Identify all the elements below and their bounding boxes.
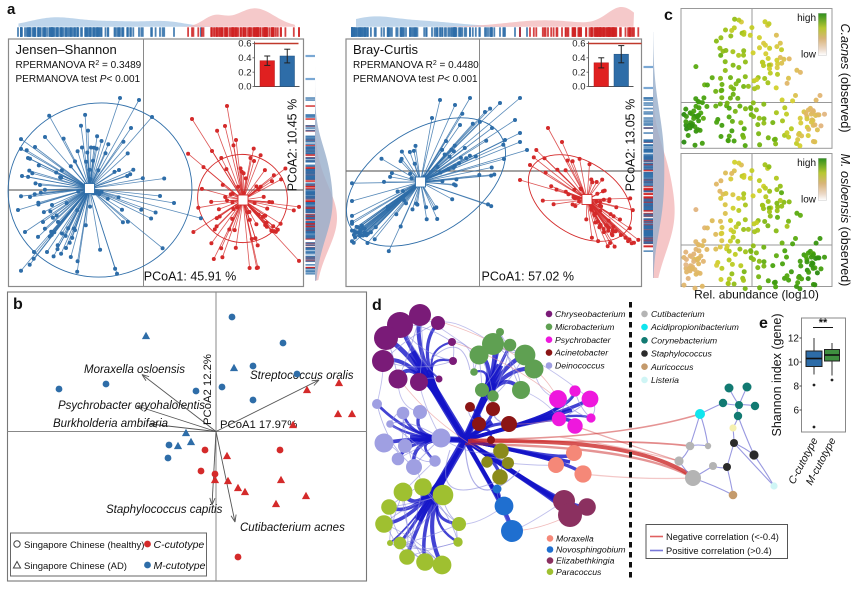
svg-text:C.acnes (observed): C.acnes (observed) [838,23,852,132]
svg-text:0.0: 0.0 [238,82,251,93]
svg-text:PCoA1: 45.91 %: PCoA1: 45.91 % [144,270,236,284]
svg-text:Negative correlation (<-0.4): Negative correlation (<-0.4) [666,532,779,542]
svg-text:Acinetobacter: Acinetobacter [554,348,609,358]
svg-text:PCoA2: 13.05 %: PCoA2: 13.05 % [624,99,638,191]
svg-text:0.2: 0.2 [238,67,251,78]
svg-text:Singapore Chinese (AD): Singapore Chinese (AD) [24,561,127,572]
svg-text:Moraxella: Moraxella [556,534,594,544]
svg-text:Bray-Curtis: Bray-Curtis [353,42,419,57]
svg-text:PCoA1: 57.02 %: PCoA1: 57.02 % [482,270,574,284]
svg-text:b: b [13,296,23,313]
svg-text:Staphylococcus: Staphylococcus [651,349,713,359]
svg-text:RPERMANOVA R2 = 0.4480: RPERMANOVA R2 = 0.4480 [353,60,479,71]
svg-text:Psychrobacter cryohalolentis: Psychrobacter cryohalolentis [58,400,205,412]
svg-text:Elizabethkingia: Elizabethkingia [556,556,615,566]
svg-text:PERMANOVA test P< 0.001: PERMANOVA test P< 0.001 [16,74,141,85]
svg-text:Auricoccus: Auricoccus [650,362,694,372]
svg-text:12: 12 [788,334,800,345]
svg-text:Positive correlation (>0.4): Positive correlation (>0.4) [666,546,772,556]
svg-text:C-cutotype: C-cutotype [154,539,205,551]
svg-text:low: low [801,50,817,61]
svg-text:0.6: 0.6 [238,39,251,50]
svg-text:e: e [759,315,768,332]
svg-text:PERMANOVA test P< 0.001: PERMANOVA test P< 0.001 [353,74,478,85]
svg-text:low: low [801,195,817,206]
svg-text:d: d [372,297,382,314]
svg-text:high: high [797,158,816,169]
svg-text:Psychrobacter: Psychrobacter [555,335,612,345]
svg-text:0.6: 0.6 [572,39,585,50]
svg-text:8: 8 [793,382,799,393]
svg-text:0.4: 0.4 [238,53,251,64]
svg-text:Novosphingobium: Novosphingobium [556,545,626,555]
svg-text:M-cutotype: M-cutotype [154,560,206,572]
svg-text:Acidipropionibacterium: Acidipropionibacterium [650,322,739,332]
svg-text:Burkholderia ambifaria: Burkholderia ambifaria [53,418,168,430]
svg-text:Cutibacterium acnes: Cutibacterium acnes [240,522,345,534]
svg-text:M. osloensis (observed): M. osloensis (observed) [838,154,852,287]
svg-text:Cutibacterium: Cutibacterium [651,309,705,319]
svg-text:c: c [664,7,673,24]
svg-text:Moraxella osloensis: Moraxella osloensis [84,364,185,376]
svg-text:Shannon index (gene): Shannon index (gene) [770,313,784,436]
svg-text:Paracoccus: Paracoccus [556,567,602,577]
svg-text:**: ** [819,317,828,329]
svg-text:PCoA2: 10.45 %: PCoA2: 10.45 % [286,99,300,191]
svg-text:PCoA2 12.2%: PCoA2 12.2% [202,354,214,425]
svg-text:Listeria: Listeria [651,375,679,385]
svg-text:0.2: 0.2 [572,67,585,78]
svg-text:PCoA1 17.97%: PCoA1 17.97% [220,419,297,431]
svg-text:6: 6 [793,406,799,417]
svg-text:Jensen–Shannon: Jensen–Shannon [16,42,117,57]
svg-text:high: high [797,13,816,24]
svg-text:RPERMANOVA R2 = 0.3489: RPERMANOVA R2 = 0.3489 [16,60,142,71]
svg-text:Staphylococcus capitis: Staphylococcus capitis [106,504,223,516]
svg-text:Corynebacterium: Corynebacterium [651,335,717,345]
svg-text:Microbacterium: Microbacterium [555,322,614,332]
svg-text:10: 10 [788,358,800,369]
svg-text:0.4: 0.4 [572,53,585,64]
svg-text:a: a [7,1,16,18]
svg-text:Deinococcus: Deinococcus [555,361,605,371]
svg-text:Rel. abundance (log10): Rel. abundance (log10) [694,288,819,302]
svg-text:Chryseobacterium: Chryseobacterium [555,309,626,319]
svg-text:Singapore Chinese (healthy): Singapore Chinese (healthy) [24,540,144,551]
svg-text:0.0: 0.0 [572,82,585,93]
